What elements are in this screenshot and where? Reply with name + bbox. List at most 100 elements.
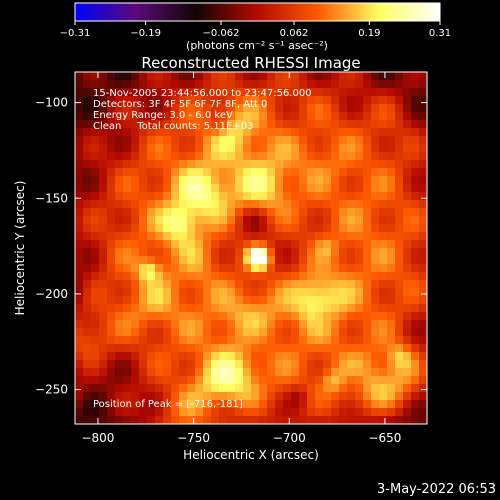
heatmap-cell [299, 352, 308, 361]
heatmap-cell [267, 120, 276, 129]
heatmap-cell [115, 136, 124, 145]
heatmap-cell [123, 376, 132, 385]
heatmap-cell [147, 296, 156, 305]
heatmap-cell [203, 320, 212, 329]
heatmap-cell [379, 352, 388, 361]
heatmap-cell [115, 240, 124, 249]
heatmap-cell [283, 136, 292, 145]
heatmap-cell [355, 192, 364, 201]
heatmap-cell [243, 120, 252, 129]
heatmap-cell [227, 272, 236, 281]
heatmap-cell [115, 344, 124, 353]
heatmap-cell [147, 224, 156, 233]
heatmap-cell [219, 336, 228, 345]
heatmap-cell [283, 184, 292, 193]
heatmap-cell [283, 72, 292, 81]
heatmap-cell [123, 224, 132, 233]
heatmap-cell [251, 112, 260, 121]
heatmap-cell [315, 152, 324, 161]
heatmap-cell [411, 344, 420, 353]
heatmap-cell [403, 304, 412, 313]
heatmap-cell [339, 184, 348, 193]
heatmap-cell [107, 384, 116, 393]
heatmap-cell [347, 176, 356, 185]
heatmap-cell [155, 104, 164, 113]
heatmap-cell [299, 128, 308, 137]
heatmap-cell [227, 200, 236, 209]
heatmap-cell [307, 304, 316, 313]
heatmap-cell [299, 344, 308, 353]
heatmap-cell [379, 280, 388, 289]
heatmap-cell [403, 400, 412, 409]
heatmap-cell [243, 352, 252, 361]
heatmap-cell [283, 408, 292, 417]
heatmap-cell [371, 200, 380, 209]
heatmap-cell [259, 360, 268, 369]
heatmap-cell [403, 232, 412, 241]
heatmap-cell [267, 256, 276, 265]
heatmap-cell [147, 168, 156, 177]
heatmap-cell [331, 136, 340, 145]
heatmap-cell [195, 240, 204, 249]
heatmap-cell [131, 336, 140, 345]
heatmap-cell [171, 256, 180, 265]
heatmap-cell [323, 384, 332, 393]
heatmap-cell [195, 264, 204, 273]
heatmap-cell [131, 240, 140, 249]
heatmap-cell [379, 392, 388, 401]
heatmap-cell [107, 240, 116, 249]
heatmap-cell [107, 112, 116, 121]
heatmap-cell [219, 264, 228, 273]
heatmap-cell [91, 216, 100, 225]
y-tick-label: −150 [35, 191, 68, 205]
heatmap-cell [99, 232, 108, 241]
heatmap-cell [107, 160, 116, 169]
heatmap-cell [419, 208, 427, 217]
heatmap-cell [251, 176, 260, 185]
heatmap-cell [419, 80, 427, 89]
heatmap-cell [275, 288, 284, 297]
heatmap-cell [147, 328, 156, 337]
heatmap-cell [99, 216, 108, 225]
heatmap-cell [179, 104, 188, 113]
heatmap-cell [243, 392, 252, 401]
heatmap-cell [395, 168, 404, 177]
heatmap-cell [227, 160, 236, 169]
heatmap-cell [411, 168, 420, 177]
heatmap-cell [203, 168, 212, 177]
heatmap-cell [355, 392, 364, 401]
heatmap-cell [187, 368, 196, 377]
heatmap-cell [115, 288, 124, 297]
heatmap-cell [403, 240, 412, 249]
heatmap-cell [171, 144, 180, 153]
heatmap-cell [219, 216, 228, 225]
heatmap-cell [131, 104, 140, 113]
heatmap-cell [99, 272, 108, 281]
heatmap-cell [291, 232, 300, 241]
heatmap-cell [323, 80, 332, 89]
heatmap-cell [131, 216, 140, 225]
heatmap-cell [371, 80, 380, 89]
heatmap-cell [299, 256, 308, 265]
heatmap-cell [283, 272, 292, 281]
heatmap-cell [187, 344, 196, 353]
heatmap-cell [371, 368, 380, 377]
heatmap-cell [331, 272, 340, 281]
heatmap-cell [155, 344, 164, 353]
heatmap-cell [115, 368, 124, 377]
heatmap-cell [155, 240, 164, 249]
heatmap-cell [91, 400, 100, 409]
heatmap-cell [211, 336, 220, 345]
heatmap-cell [147, 336, 156, 345]
heatmap-cell [171, 80, 180, 89]
heatmap-cell [227, 400, 236, 409]
heatmap-cell [147, 416, 156, 424]
heatmap-cell [243, 72, 252, 81]
heatmap-cell [123, 160, 132, 169]
heatmap-cell [387, 384, 396, 393]
heatmap-cell [283, 288, 292, 297]
heatmap-cell [387, 344, 396, 353]
heatmap-cell [259, 312, 268, 321]
heatmap-cell [323, 152, 332, 161]
heatmap-cell [331, 208, 340, 217]
